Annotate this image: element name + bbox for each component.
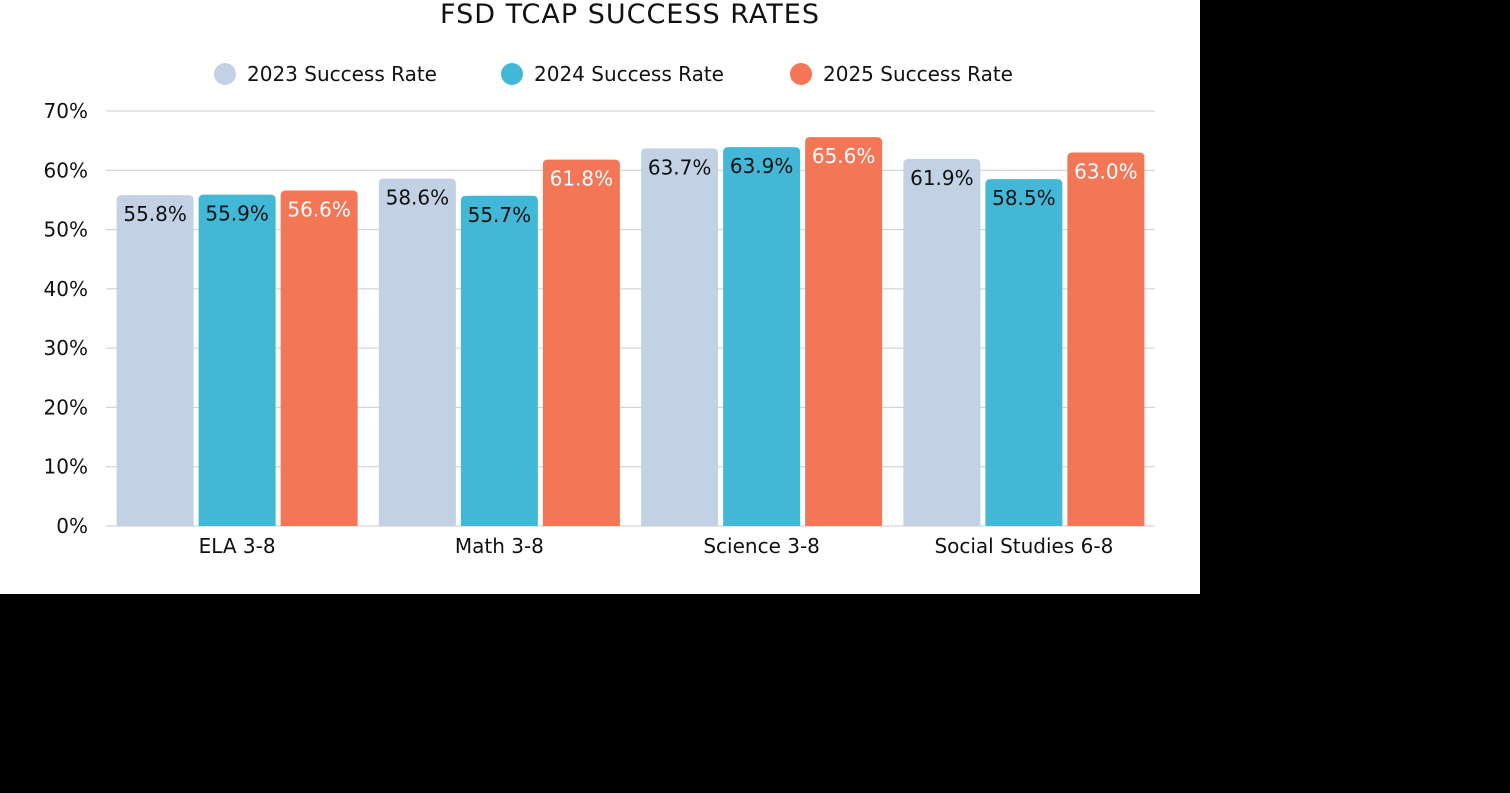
- bar-labels: 55.8% 55.9% 56.6% 58.6% 55.7% 61.8% 63.7% 63.9%…: [123, 144, 1137, 227]
- y-tick-0: 0%: [56, 514, 88, 538]
- y-tick-30: 30%: [44, 336, 88, 360]
- bar-chart: FSD TCAP SUCCESS RATES 2023 Success Rate…: [44, 0, 1155, 558]
- bar-label-math-3-8-2025-success-rate: 61.8%: [550, 167, 614, 191]
- legend-label-2025-success-rate: 2025 Success Rate: [823, 62, 1013, 86]
- x-axis: ELA 3-8 Math 3-8 Science 3-8 Social Studies…: [199, 534, 1114, 558]
- legend-item-2025-success-rate: 2025 Success Rate: [790, 62, 1013, 86]
- bar-math-3-8-2023-success-rate: [378, 178, 456, 527]
- bar-label-ela-3-8-2024-success-rate: 55.9%: [205, 202, 269, 226]
- y-tick-40: 40%: [44, 277, 88, 301]
- bar-ela-3-8-2024-success-rate: [198, 194, 276, 527]
- legend-swatch-2025-success-rate: [790, 63, 812, 85]
- bar-label-social-studies-6-8-2023-success-rate: 61.9%: [910, 166, 974, 190]
- y-tick-50: 50%: [44, 218, 88, 242]
- chart-title: FSD TCAP SUCCESS RATES: [440, 0, 820, 30]
- bar-label-science-3-8-2025-success-rate: 65.6%: [812, 144, 876, 168]
- bars: [116, 137, 1145, 527]
- x-tick-social-studies-6-8: Social Studies 6-8: [934, 534, 1113, 558]
- x-tick-ela-3-8: ELA 3-8: [199, 534, 276, 558]
- x-tick-math-3-8: Math 3-8: [455, 534, 544, 558]
- bar-label-social-studies-6-8-2024-success-rate: 58.5%: [992, 186, 1056, 210]
- y-axis: 0% 10% 20% 30% 40% 50% 60% 70%: [44, 99, 88, 538]
- bar-math-3-8-2025-success-rate: [542, 159, 620, 526]
- bar-label-science-3-8-2024-success-rate: 63.9%: [730, 154, 794, 178]
- legend-label-2023-success-rate: 2023 Success Rate: [247, 62, 437, 86]
- bar-label-ela-3-8-2025-success-rate: 56.6%: [287, 197, 351, 221]
- bar-label-math-3-8-2023-success-rate: 58.6%: [386, 186, 450, 210]
- bar-science-3-8-2024-success-rate: [723, 147, 801, 526]
- y-tick-60: 60%: [44, 158, 88, 182]
- chart-panel: FSD TCAP SUCCESS RATES 2023 Success Rate…: [0, 0, 1200, 594]
- bar-ela-3-8-2025-success-rate: [280, 190, 358, 526]
- legend-swatch-2023-success-rate: [214, 63, 236, 85]
- legend: 2023 Success Rate 2024 Success Rate 2025 S…: [214, 62, 1013, 86]
- bar-social-studies-6-8-2025-success-rate: [1067, 152, 1145, 526]
- legend-swatch-2024-success-rate: [501, 63, 523, 85]
- y-tick-70: 70%: [44, 99, 88, 123]
- bar-label-social-studies-6-8-2025-success-rate: 63.0%: [1074, 160, 1138, 184]
- bar-math-3-8-2024-success-rate: [460, 195, 538, 526]
- legend-label-2024-success-rate: 2024 Success Rate: [534, 62, 724, 86]
- bar-science-3-8-2025-success-rate: [805, 137, 883, 527]
- legend-item-2024-success-rate: 2024 Success Rate: [501, 62, 724, 86]
- bar-ela-3-8-2023-success-rate: [116, 195, 194, 526]
- x-tick-science-3-8: Science 3-8: [703, 534, 820, 558]
- bar-label-ela-3-8-2023-success-rate: 55.8%: [123, 202, 187, 226]
- y-tick-10: 10%: [44, 455, 88, 479]
- legend-item-2023-success-rate: 2023 Success Rate: [214, 62, 437, 86]
- y-tick-20: 20%: [44, 395, 88, 419]
- bar-label-math-3-8-2024-success-rate: 55.7%: [468, 203, 532, 227]
- bar-label-science-3-8-2023-success-rate: 63.7%: [648, 155, 712, 179]
- bar-science-3-8-2023-success-rate: [641, 148, 719, 526]
- bar-social-studies-6-8-2024-success-rate: [985, 179, 1063, 526]
- bar-social-studies-6-8-2023-success-rate: [903, 159, 981, 526]
